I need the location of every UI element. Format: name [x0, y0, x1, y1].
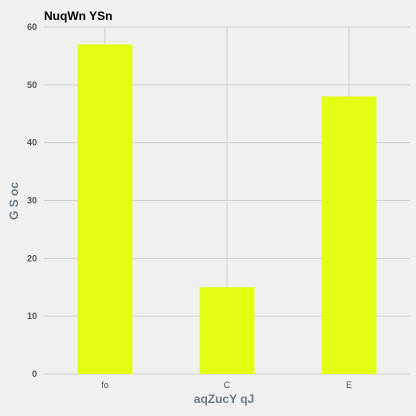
bars — [77, 44, 377, 375]
y-tick-label: 30 — [27, 196, 37, 206]
x-tick-labels: fo C E — [101, 380, 352, 390]
y-tick-label: 60 — [27, 22, 37, 32]
y-tick-labels: 0 10 20 30 40 50 60 — [27, 22, 37, 379]
y-tick-label: 0 — [32, 369, 37, 379]
y-tick-label: 50 — [27, 80, 37, 90]
y-tick-label: 20 — [27, 253, 37, 263]
bar-fo — [77, 44, 133, 374]
chart-title: NuqWn YSn — [44, 9, 112, 23]
y-tick-label: 40 — [27, 138, 37, 148]
bar-E — [321, 96, 377, 375]
y-axis-label: G S oc — [7, 182, 21, 220]
bar-C — [199, 287, 255, 374]
x-axis-label: aqZucY qJ — [194, 392, 254, 406]
x-tick-label: C — [224, 380, 231, 390]
x-tick-label: E — [346, 380, 352, 390]
x-tick-label: fo — [101, 380, 109, 390]
y-tick-label: 10 — [27, 311, 37, 321]
